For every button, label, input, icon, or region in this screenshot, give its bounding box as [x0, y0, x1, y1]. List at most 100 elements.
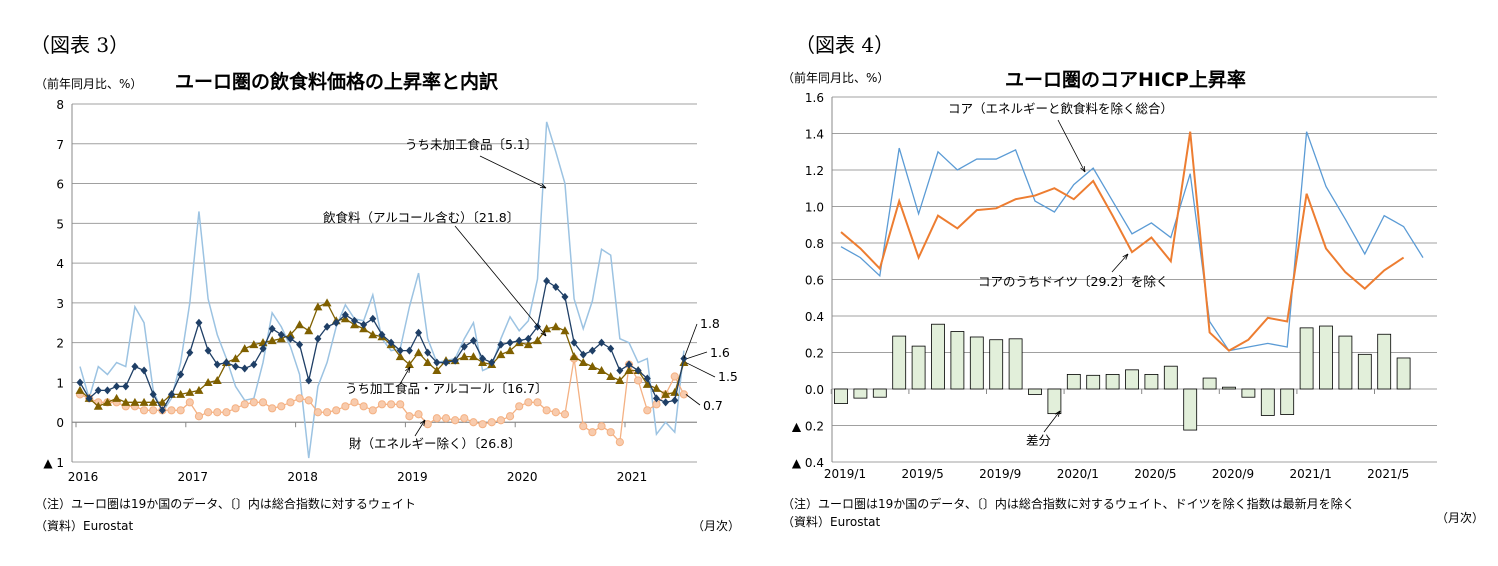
diff-bar	[1047, 388, 1062, 415]
data-point-goods	[460, 414, 469, 423]
diff-bar	[931, 323, 945, 390]
arrow-unprocessed-head	[539, 183, 547, 189]
data-point-goods	[350, 398, 359, 407]
chart2-source: （資料）Eurostat	[782, 515, 881, 529]
diff-bar	[892, 335, 907, 390]
chart2-plot: 1.61.41.21.00.80.60.40.20.0▲ 0.2▲ 0.4201…	[792, 91, 1437, 481]
data-point-food	[488, 358, 496, 367]
data-point-processed	[313, 302, 323, 311]
label-core: コア（エネルギーと飲食料を除く総合）	[948, 101, 1173, 116]
chart2-ylabel: （前年同月比、%）	[782, 70, 889, 85]
data-point-food	[250, 360, 258, 369]
data-point-processed	[459, 352, 469, 361]
arrow-diff-head	[1054, 410, 1061, 417]
data-point-goods	[432, 414, 441, 423]
data-point-food	[332, 318, 340, 327]
data-point-food	[113, 382, 121, 391]
data-point-food	[204, 346, 212, 355]
diff-bar	[989, 339, 1004, 390]
diff-bar	[1280, 388, 1295, 415]
leader-1-5	[685, 362, 716, 378]
data-point-goods	[149, 406, 158, 415]
data-point-food	[296, 340, 304, 349]
diff-bar	[1260, 388, 1275, 416]
diff-bar	[1357, 353, 1372, 390]
data-point-goods	[441, 414, 451, 423]
diff-bar	[1202, 377, 1217, 390]
diff-bar	[834, 388, 848, 405]
data-point-food	[625, 360, 633, 369]
label-core-ex-germany: コアのうちドイツ〔29.2〕を除く	[978, 274, 1168, 289]
data-point-processed	[615, 375, 625, 384]
data-point-food	[314, 334, 322, 343]
data-point-processed	[432, 366, 442, 375]
data-point-processed	[322, 298, 332, 307]
data-point-food	[341, 310, 349, 319]
diff-bar	[950, 331, 965, 390]
data-point-goods	[194, 412, 204, 421]
chart2-xlabel: （月次）	[1436, 511, 1484, 525]
y-tick-label: 1.0	[805, 201, 824, 215]
y-tick-label: 2	[56, 337, 64, 351]
data-point-food	[103, 386, 111, 395]
data-point-processed	[93, 401, 103, 410]
data-point-food	[662, 398, 670, 407]
x-tick-label: 2017	[178, 470, 209, 484]
y-tick-label: ▲ 0.2	[792, 420, 824, 434]
data-point-processed	[597, 366, 607, 375]
series-line-core-ex-germany	[840, 131, 1405, 352]
data-point-goods	[423, 420, 432, 429]
data-point-food	[222, 358, 230, 367]
data-point-processed	[249, 340, 259, 349]
data-point-goods	[213, 408, 222, 417]
data-point-food	[561, 292, 569, 301]
data-point-food	[168, 390, 175, 399]
data-point-goods	[487, 418, 496, 427]
data-point-processed	[587, 362, 597, 371]
diff-bar	[1125, 369, 1139, 390]
data-point-goods	[368, 406, 377, 415]
label-diff: 差分	[1026, 433, 1051, 448]
diff-bar	[872, 388, 887, 398]
data-point-food	[515, 336, 523, 345]
data-point-goods	[377, 400, 387, 409]
diff-bar	[911, 345, 926, 390]
data-point-goods	[359, 402, 368, 411]
data-point-processed	[231, 354, 241, 363]
data-point-processed	[542, 324, 552, 333]
data-point-processed	[560, 326, 570, 335]
data-point-food	[369, 314, 377, 323]
diff-bar	[1105, 373, 1120, 390]
label-unprocessed: うち未加工食品〔5.1〕	[405, 137, 537, 152]
data-point-goods	[322, 408, 332, 417]
data-point-processed	[102, 397, 112, 406]
data-point-processed	[414, 348, 424, 357]
data-point-processed	[121, 397, 131, 406]
end-label-processed: 1.5	[718, 369, 738, 384]
x-tick-label: 2016	[68, 470, 99, 484]
data-point-food	[149, 390, 157, 399]
data-point-food	[643, 374, 651, 383]
chart1-xlabel: （月次）	[692, 519, 740, 533]
data-point-goods	[286, 398, 295, 407]
x-tick-label: 2020/5	[1134, 467, 1176, 481]
data-point-goods	[313, 408, 322, 417]
data-point-goods	[606, 428, 615, 437]
diff-bar	[1396, 357, 1411, 390]
data-point-food	[85, 394, 93, 403]
data-point-food	[506, 338, 514, 347]
data-point-processed	[496, 350, 506, 359]
diff-bar	[853, 388, 868, 399]
y-tick-label: 4	[56, 257, 64, 271]
x-tick-label: 2018	[287, 470, 318, 484]
data-point-food	[286, 334, 294, 343]
data-point-goods	[634, 376, 643, 385]
end-label-food: 1.6	[710, 345, 730, 360]
data-point-goods	[515, 402, 524, 411]
data-point-goods	[542, 406, 551, 415]
data-point-food	[396, 346, 404, 355]
diff-bar	[1377, 333, 1392, 390]
data-point-food	[232, 362, 240, 371]
chart1-ylabel: （前年同月比、%）	[35, 76, 142, 91]
arrow-goods	[414, 419, 426, 437]
